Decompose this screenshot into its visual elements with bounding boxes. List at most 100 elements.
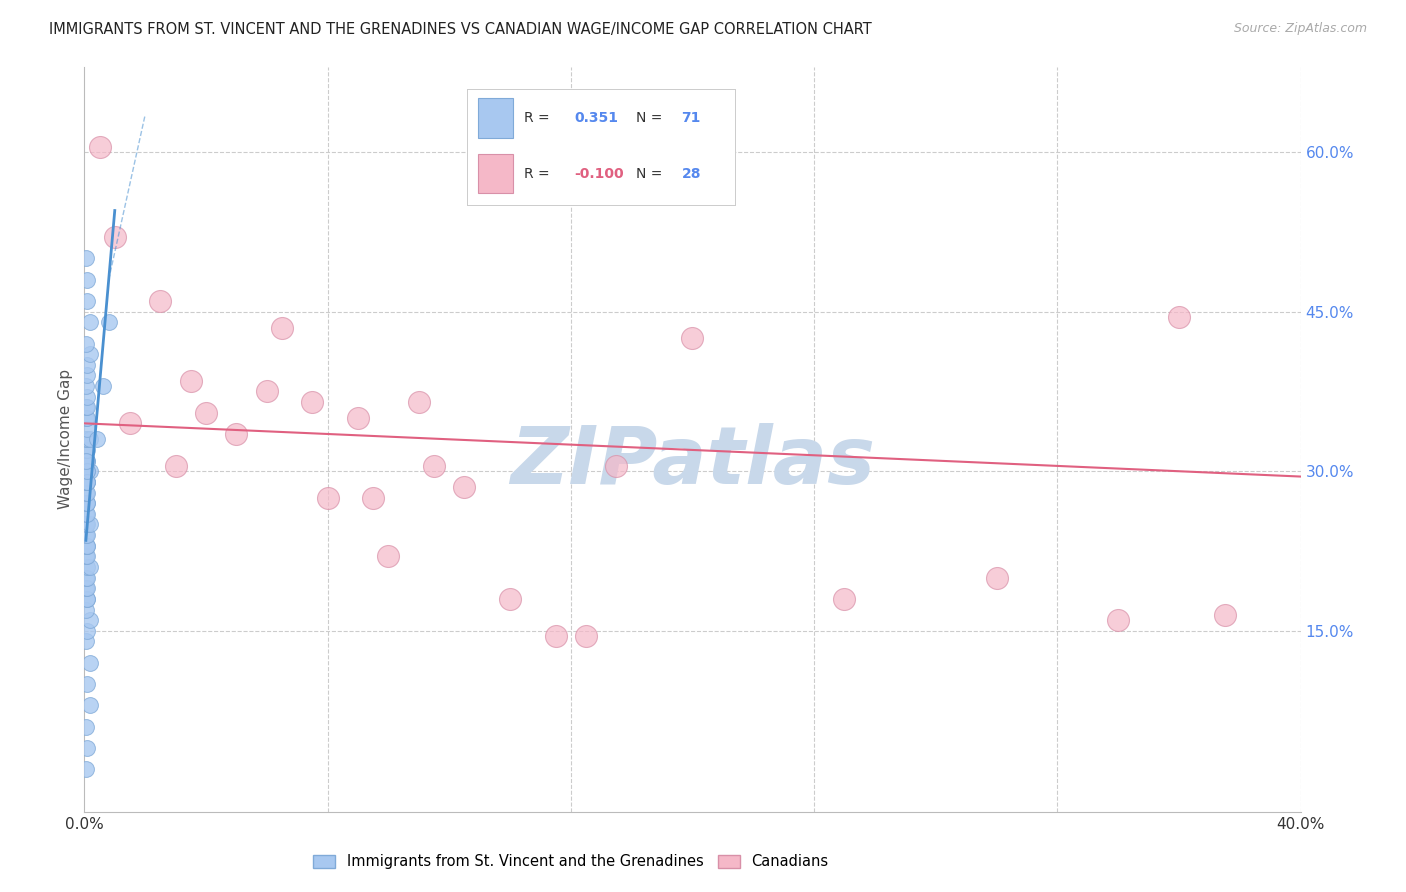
Point <box>75 539 97 553</box>
Point <box>79 613 101 627</box>
Text: ZIPatlas: ZIPatlas <box>510 423 875 500</box>
Point <box>75 582 97 596</box>
Point <box>75 507 97 521</box>
Point <box>76 464 98 478</box>
Point <box>118 417 141 431</box>
Point <box>86 433 108 447</box>
Point <box>75 442 97 457</box>
Point <box>256 384 278 399</box>
Point <box>76 453 98 467</box>
Point <box>76 475 98 489</box>
Point <box>76 571 98 585</box>
Point <box>76 368 98 383</box>
Point <box>76 591 98 606</box>
Point <box>1167 310 1189 324</box>
Point <box>575 629 598 643</box>
Point <box>76 475 98 489</box>
Point <box>76 549 98 564</box>
Point <box>79 656 101 670</box>
Point <box>75 401 97 415</box>
Point <box>97 315 120 329</box>
Legend: Immigrants from St. Vincent and the Grenadines, Canadians: Immigrants from St. Vincent and the Gren… <box>308 848 834 875</box>
Point <box>986 571 1008 585</box>
Point <box>75 379 97 393</box>
Point <box>149 293 172 308</box>
Point <box>76 539 98 553</box>
Point <box>195 406 218 420</box>
Point <box>76 422 98 436</box>
Point <box>377 549 399 564</box>
Point <box>76 591 98 606</box>
Point <box>79 433 101 447</box>
Point <box>75 433 97 447</box>
Point <box>75 634 97 648</box>
Point <box>423 458 446 473</box>
Point <box>75 496 97 510</box>
Point <box>1107 613 1129 627</box>
Point <box>271 320 294 334</box>
Point <box>79 315 101 329</box>
Point <box>76 517 98 532</box>
Point <box>316 491 339 505</box>
Point <box>75 549 97 564</box>
Point <box>301 395 323 409</box>
Point <box>76 485 98 500</box>
Point <box>76 475 98 489</box>
Point <box>75 602 97 616</box>
Point <box>75 336 97 351</box>
Point <box>76 411 98 425</box>
Point <box>499 591 522 606</box>
Point <box>76 358 98 372</box>
Point <box>79 464 101 478</box>
Point <box>76 442 98 457</box>
Point <box>180 374 202 388</box>
Point <box>76 273 98 287</box>
Point <box>75 453 97 467</box>
Text: IMMIGRANTS FROM ST. VINCENT AND THE GRENADINES VS CANADIAN WAGE/INCOME GAP CORRE: IMMIGRANTS FROM ST. VINCENT AND THE GREN… <box>49 22 872 37</box>
Point <box>91 379 114 393</box>
Point <box>76 740 98 755</box>
Point <box>361 491 384 505</box>
Point <box>453 480 475 494</box>
Point <box>76 401 98 415</box>
Point <box>225 427 247 442</box>
Point <box>76 677 98 691</box>
Point <box>544 629 567 643</box>
Point <box>834 591 856 606</box>
Y-axis label: Wage/Income Gap: Wage/Income Gap <box>58 369 73 509</box>
Point <box>75 464 97 478</box>
Point <box>347 411 370 425</box>
Point <box>76 582 98 596</box>
Point <box>76 496 98 510</box>
Point <box>76 624 98 638</box>
Point <box>104 230 127 244</box>
Point <box>89 139 111 153</box>
Point <box>75 252 97 266</box>
Point <box>76 539 98 553</box>
Point <box>408 395 430 409</box>
Point <box>76 496 98 510</box>
Point <box>76 464 98 478</box>
Point <box>76 507 98 521</box>
Point <box>75 453 97 467</box>
Text: Source: ZipAtlas.com: Source: ZipAtlas.com <box>1233 22 1367 36</box>
Point <box>76 528 98 542</box>
Point <box>79 698 101 713</box>
Point <box>682 331 704 345</box>
Point <box>1213 607 1236 622</box>
Point <box>79 347 101 361</box>
Point <box>75 475 97 489</box>
Point <box>76 390 98 404</box>
Point <box>75 517 97 532</box>
Point <box>605 458 627 473</box>
Point <box>165 458 187 473</box>
Point <box>75 485 97 500</box>
Point <box>75 528 97 542</box>
Point <box>75 411 97 425</box>
Point <box>79 560 101 574</box>
Point <box>75 762 97 776</box>
Point <box>79 517 101 532</box>
Point <box>75 720 97 734</box>
Point <box>76 453 98 467</box>
Point <box>75 571 97 585</box>
